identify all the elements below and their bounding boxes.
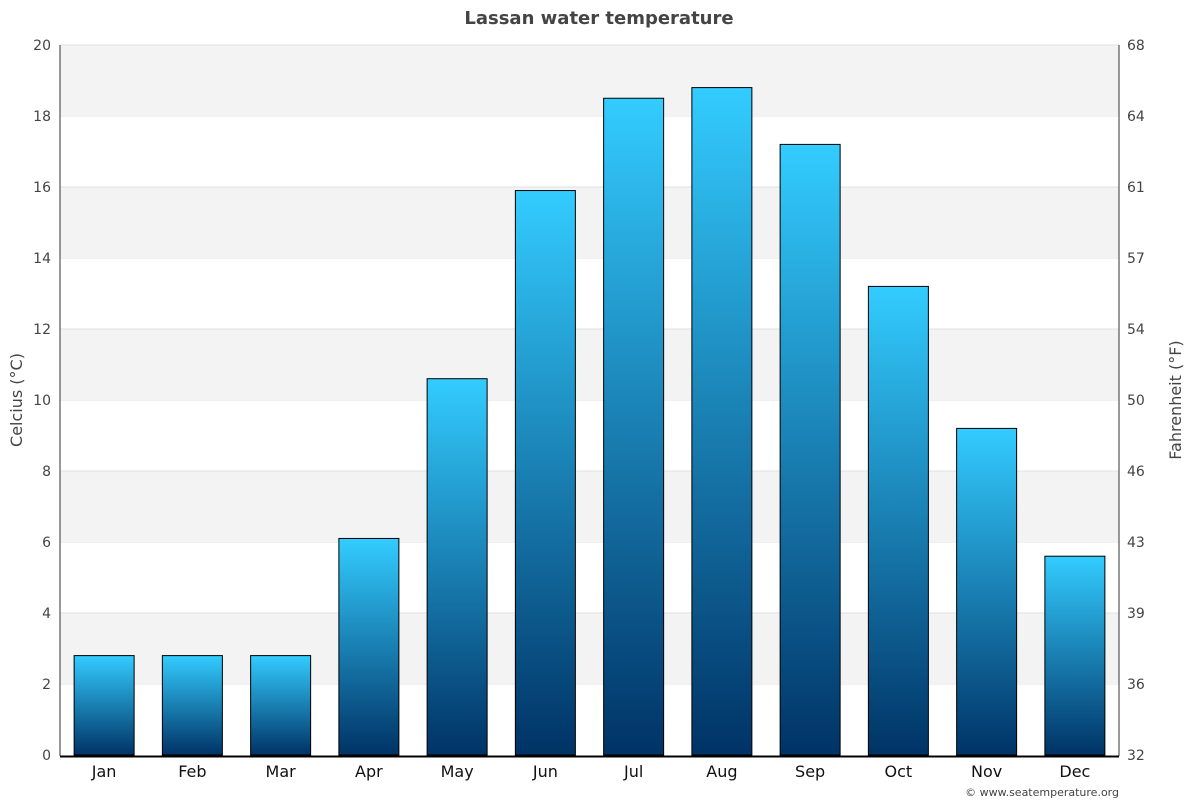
x-tick-label: Jun — [532, 762, 558, 781]
y2-tick-label: 61 — [1127, 180, 1145, 196]
y-tick-label: 8 — [42, 464, 51, 480]
x-tick-label: Jan — [91, 762, 117, 781]
y2-tick-label: 64 — [1127, 109, 1145, 125]
y2-axis-label: Fahrenheit (°F) — [1166, 340, 1185, 459]
y2-tick-label: 43 — [1127, 535, 1145, 551]
y-tick-label: 20 — [33, 38, 51, 54]
y2-tick-label: 57 — [1127, 251, 1145, 267]
grid-band — [60, 613, 1119, 684]
bar-jul[interactable] — [603, 97, 665, 756]
bar-feb[interactable] — [161, 655, 223, 756]
x-tick-label: Sep — [795, 762, 825, 781]
y2-tick-label: 68 — [1127, 38, 1145, 54]
x-tick-label: May — [441, 762, 474, 781]
y2-tick-label: 54 — [1127, 322, 1145, 338]
y-axis-label: Celcius (°C) — [7, 353, 26, 447]
y-tick-label: 6 — [42, 535, 51, 551]
y-tick-label: 16 — [33, 180, 51, 196]
credit: © www.seatemperature.org — [965, 786, 1119, 799]
x-tick-label: Apr — [355, 762, 383, 781]
bar-jan[interactable] — [73, 655, 135, 756]
bar-apr[interactable] — [338, 537, 400, 756]
x-tick-label: Feb — [178, 762, 206, 781]
bar-may[interactable] — [426, 378, 488, 756]
x-tick-label: Dec — [1059, 762, 1090, 781]
y-tick-label: 18 — [33, 109, 51, 125]
x-tick-label: Aug — [706, 762, 737, 781]
y-tick-label: 2 — [42, 677, 51, 693]
grid-band — [60, 471, 1119, 542]
bar-aug[interactable] — [691, 87, 753, 756]
grid-band — [60, 187, 1119, 258]
grid-band — [60, 45, 1119, 116]
chart-title: Lassan water temperature — [464, 8, 733, 29]
bar-sep[interactable] — [779, 143, 841, 756]
y-tick-label: 10 — [33, 393, 51, 409]
grid-band — [60, 329, 1119, 400]
y2-tick-label: 32 — [1127, 748, 1145, 764]
x-tick-label: Jul — [623, 762, 643, 781]
y-tick-label: 14 — [33, 251, 51, 267]
bar-nov[interactable] — [956, 427, 1018, 756]
bar-dec[interactable] — [1044, 555, 1106, 756]
y2-tick-label: 50 — [1127, 393, 1145, 409]
y-tick-label: 12 — [33, 322, 51, 338]
y-tick-label: 4 — [42, 606, 51, 622]
y2-tick-label: 36 — [1127, 677, 1145, 693]
y2-tick-label: 46 — [1127, 464, 1145, 480]
x-tick-label: Oct — [885, 762, 913, 781]
y2-tick-label: 39 — [1127, 606, 1145, 622]
bar-oct[interactable] — [867, 285, 929, 756]
x-tick-label: Nov — [971, 762, 1002, 781]
bar-jun[interactable] — [514, 190, 576, 756]
y-tick-label: 0 — [42, 748, 51, 764]
bar-mar[interactable] — [250, 655, 312, 756]
x-tick-label: Mar — [266, 762, 297, 781]
